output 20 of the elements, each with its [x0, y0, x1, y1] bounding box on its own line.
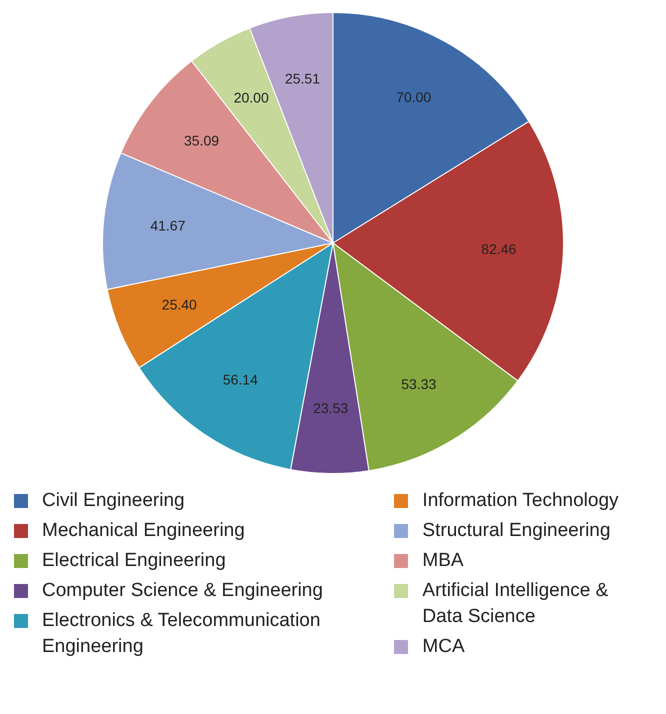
legend-label: Civil Engineering: [42, 489, 185, 513]
data-label: 53.33: [401, 376, 436, 392]
legend-label: Information Technology: [422, 489, 619, 513]
legend-label: Artificial Intelligence & Data Science: [422, 579, 610, 629]
legend-label: Computer Science & Engineering: [42, 579, 323, 603]
legend-label: MCA: [422, 635, 465, 659]
data-label: 56.14: [222, 372, 258, 388]
legend-label: Mechanical Engineering: [42, 519, 245, 543]
data-label: 41.67: [150, 217, 186, 234]
legend-label: Structural Engineering: [422, 519, 610, 543]
data-label: 20.00: [234, 89, 269, 106]
legend-label: Electrical Engineering: [42, 549, 226, 573]
legend-label: MBA: [422, 549, 464, 573]
data-label: 70.00: [396, 88, 432, 105]
data-label: 25.51: [284, 70, 320, 87]
legend-label: Electronics & Telecommunication Engineering: [42, 609, 322, 659]
data-label: 82.46: [481, 240, 517, 257]
data-label: 23.53: [313, 400, 348, 416]
data-label: 35.09: [184, 132, 220, 149]
data-label: 25.40: [162, 296, 198, 313]
